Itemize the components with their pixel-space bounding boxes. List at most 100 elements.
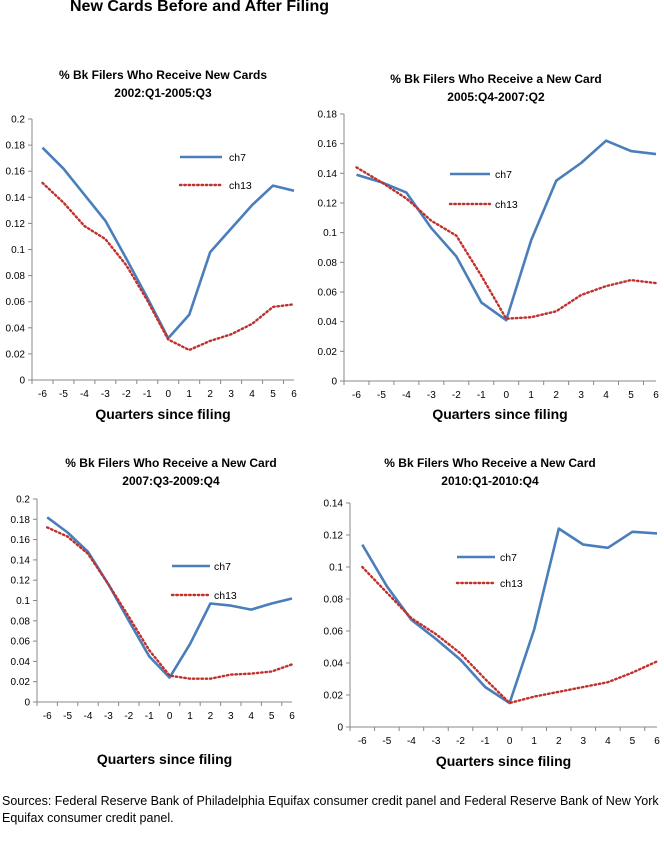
y-tick-label: 0.06	[6, 297, 26, 308]
x-tick-label: 1	[186, 389, 192, 400]
x-tick-label: -2	[452, 390, 461, 401]
chart-title: 2010:Q1-2010:Q4	[441, 474, 539, 488]
y-tick-label: 0.18	[6, 141, 26, 152]
y-tick-label: 0.08	[318, 258, 338, 269]
y-tick-label: 0	[331, 377, 337, 388]
x-tick-label: -4	[84, 711, 93, 722]
y-tick-label: 0.08	[6, 271, 26, 282]
x-tick-label: 6	[289, 711, 295, 722]
y-tick-label: 0.14	[318, 169, 338, 180]
y-tick-label: 0.2	[11, 115, 25, 126]
y-tick-label: 0.06	[324, 627, 344, 638]
x-tick-label: 0	[167, 711, 173, 722]
source-note: Sources: Federal Reserve Bank of Philade…	[2, 794, 659, 825]
x-tick-label: 5	[270, 389, 276, 400]
x-tick-label: -3	[104, 711, 113, 722]
series-line-ch13	[361, 565, 659, 705]
x-tick-label: -3	[101, 389, 110, 400]
x-tick-label: -1	[477, 390, 486, 401]
x-axis-label: Quarters since filing	[436, 753, 571, 769]
y-tick-label: 0.08	[324, 595, 344, 606]
x-tick-label: -6	[352, 390, 361, 401]
y-tick-label: 0	[19, 376, 25, 387]
x-tick-label: -4	[80, 389, 89, 400]
x-tick-label: -1	[143, 389, 152, 400]
x-tick-label: -2	[124, 711, 133, 722]
y-tick-label: 0.04	[11, 657, 31, 668]
legend-label-ch7: ch7	[500, 552, 517, 564]
y-tick-label: 0.02	[324, 691, 344, 702]
y-tick-label: 0.1	[323, 228, 337, 239]
x-tick-label: -3	[427, 390, 436, 401]
x-tick-label: -4	[402, 390, 411, 401]
y-tick-label: 0	[337, 723, 343, 734]
x-tick-label: 2	[553, 390, 559, 401]
x-tick-label: -1	[145, 711, 154, 722]
y-tick-label: 0.02	[318, 347, 338, 358]
x-tick-label: 4	[605, 736, 611, 747]
y-tick-label: 0.06	[318, 288, 338, 299]
x-tick-label: 4	[249, 389, 255, 400]
legend-label-ch13: ch13	[495, 199, 518, 211]
y-tick-label: 0.04	[6, 323, 26, 334]
x-tick-label: -5	[382, 736, 391, 747]
x-tick-label: 2	[208, 711, 214, 722]
chart-title: % Bk Filers Who Receive a New Card	[384, 456, 595, 470]
chart-title: % Bk Filers Who Receive New Cards	[59, 68, 267, 82]
x-tick-label: -4	[407, 736, 416, 747]
x-tick-label: -5	[59, 389, 68, 400]
x-tick-label: -1	[481, 736, 490, 747]
series-line-ch7	[356, 139, 657, 322]
x-tick-label: 1	[528, 390, 534, 401]
legend-label-ch7: ch7	[214, 561, 231, 573]
y-tick-label: 0.18	[318, 110, 338, 121]
x-tick-label: 0	[507, 736, 513, 747]
chart-title: 2002:Q1-2005:Q3	[114, 86, 212, 100]
x-tick-label: 3	[581, 736, 587, 747]
y-tick-label: 0.02	[6, 349, 26, 360]
series-line-ch7	[41, 146, 295, 340]
chart-panel-1: % Bk Filers Who Receive New Cards 2002:Q1…	[6, 68, 298, 422]
x-tick-label: -6	[358, 736, 367, 747]
x-tick-label: -2	[456, 736, 465, 747]
x-tick-label: -2	[122, 389, 131, 400]
x-tick-label: 6	[291, 389, 297, 400]
y-tick-label: 0.08	[11, 616, 31, 627]
legend-label-ch13: ch13	[214, 590, 237, 602]
y-tick-label: 0.14	[324, 499, 344, 510]
x-tick-label: 4	[603, 390, 609, 401]
y-tick-label: 0.16	[6, 167, 26, 178]
y-tick-label: 0.14	[11, 555, 31, 566]
y-tick-label: 0.12	[6, 219, 26, 230]
y-tick-label: 0.04	[324, 659, 344, 670]
x-tick-label: 3	[578, 390, 584, 401]
series-line-ch13	[41, 181, 296, 352]
y-tick-label: 0.1	[329, 563, 343, 574]
x-axis-label: Quarters since filing	[95, 406, 230, 422]
x-tick-label: 6	[653, 390, 659, 401]
x-tick-label: 5	[269, 711, 275, 722]
page-title: New Cards Before and After Filing	[70, 0, 329, 15]
x-tick-label: 2	[207, 389, 213, 400]
legend-label-ch13: ch13	[500, 578, 523, 590]
y-tick-label: 0	[24, 698, 30, 709]
x-tick-label: 0	[165, 389, 171, 400]
x-tick-label: 1	[187, 711, 193, 722]
x-tick-label: -6	[43, 711, 52, 722]
x-tick-label: 3	[228, 711, 234, 722]
y-tick-label: 0.16	[318, 139, 338, 150]
chart-area: % Bk Filers Who Receive New Cards 2002:Q1…	[6, 68, 661, 769]
y-tick-label: 0.16	[11, 535, 31, 546]
chart-title: 2007:Q3-2009:Q4	[122, 474, 220, 488]
x-tick-label: 0	[503, 390, 509, 401]
x-tick-label: 5	[630, 736, 636, 747]
y-tick-label: 0.12	[318, 199, 338, 210]
x-tick-label: 6	[654, 736, 660, 747]
legend-label-ch7: ch7	[495, 169, 512, 181]
x-tick-label: -5	[377, 390, 386, 401]
series-line-ch7	[46, 516, 293, 679]
y-tick-label: 0.02	[11, 677, 31, 688]
legend-label-ch7: ch7	[229, 152, 246, 164]
chart-title: 2005:Q4-2007:Q2	[447, 90, 545, 104]
y-tick-label: 0.12	[324, 531, 344, 542]
